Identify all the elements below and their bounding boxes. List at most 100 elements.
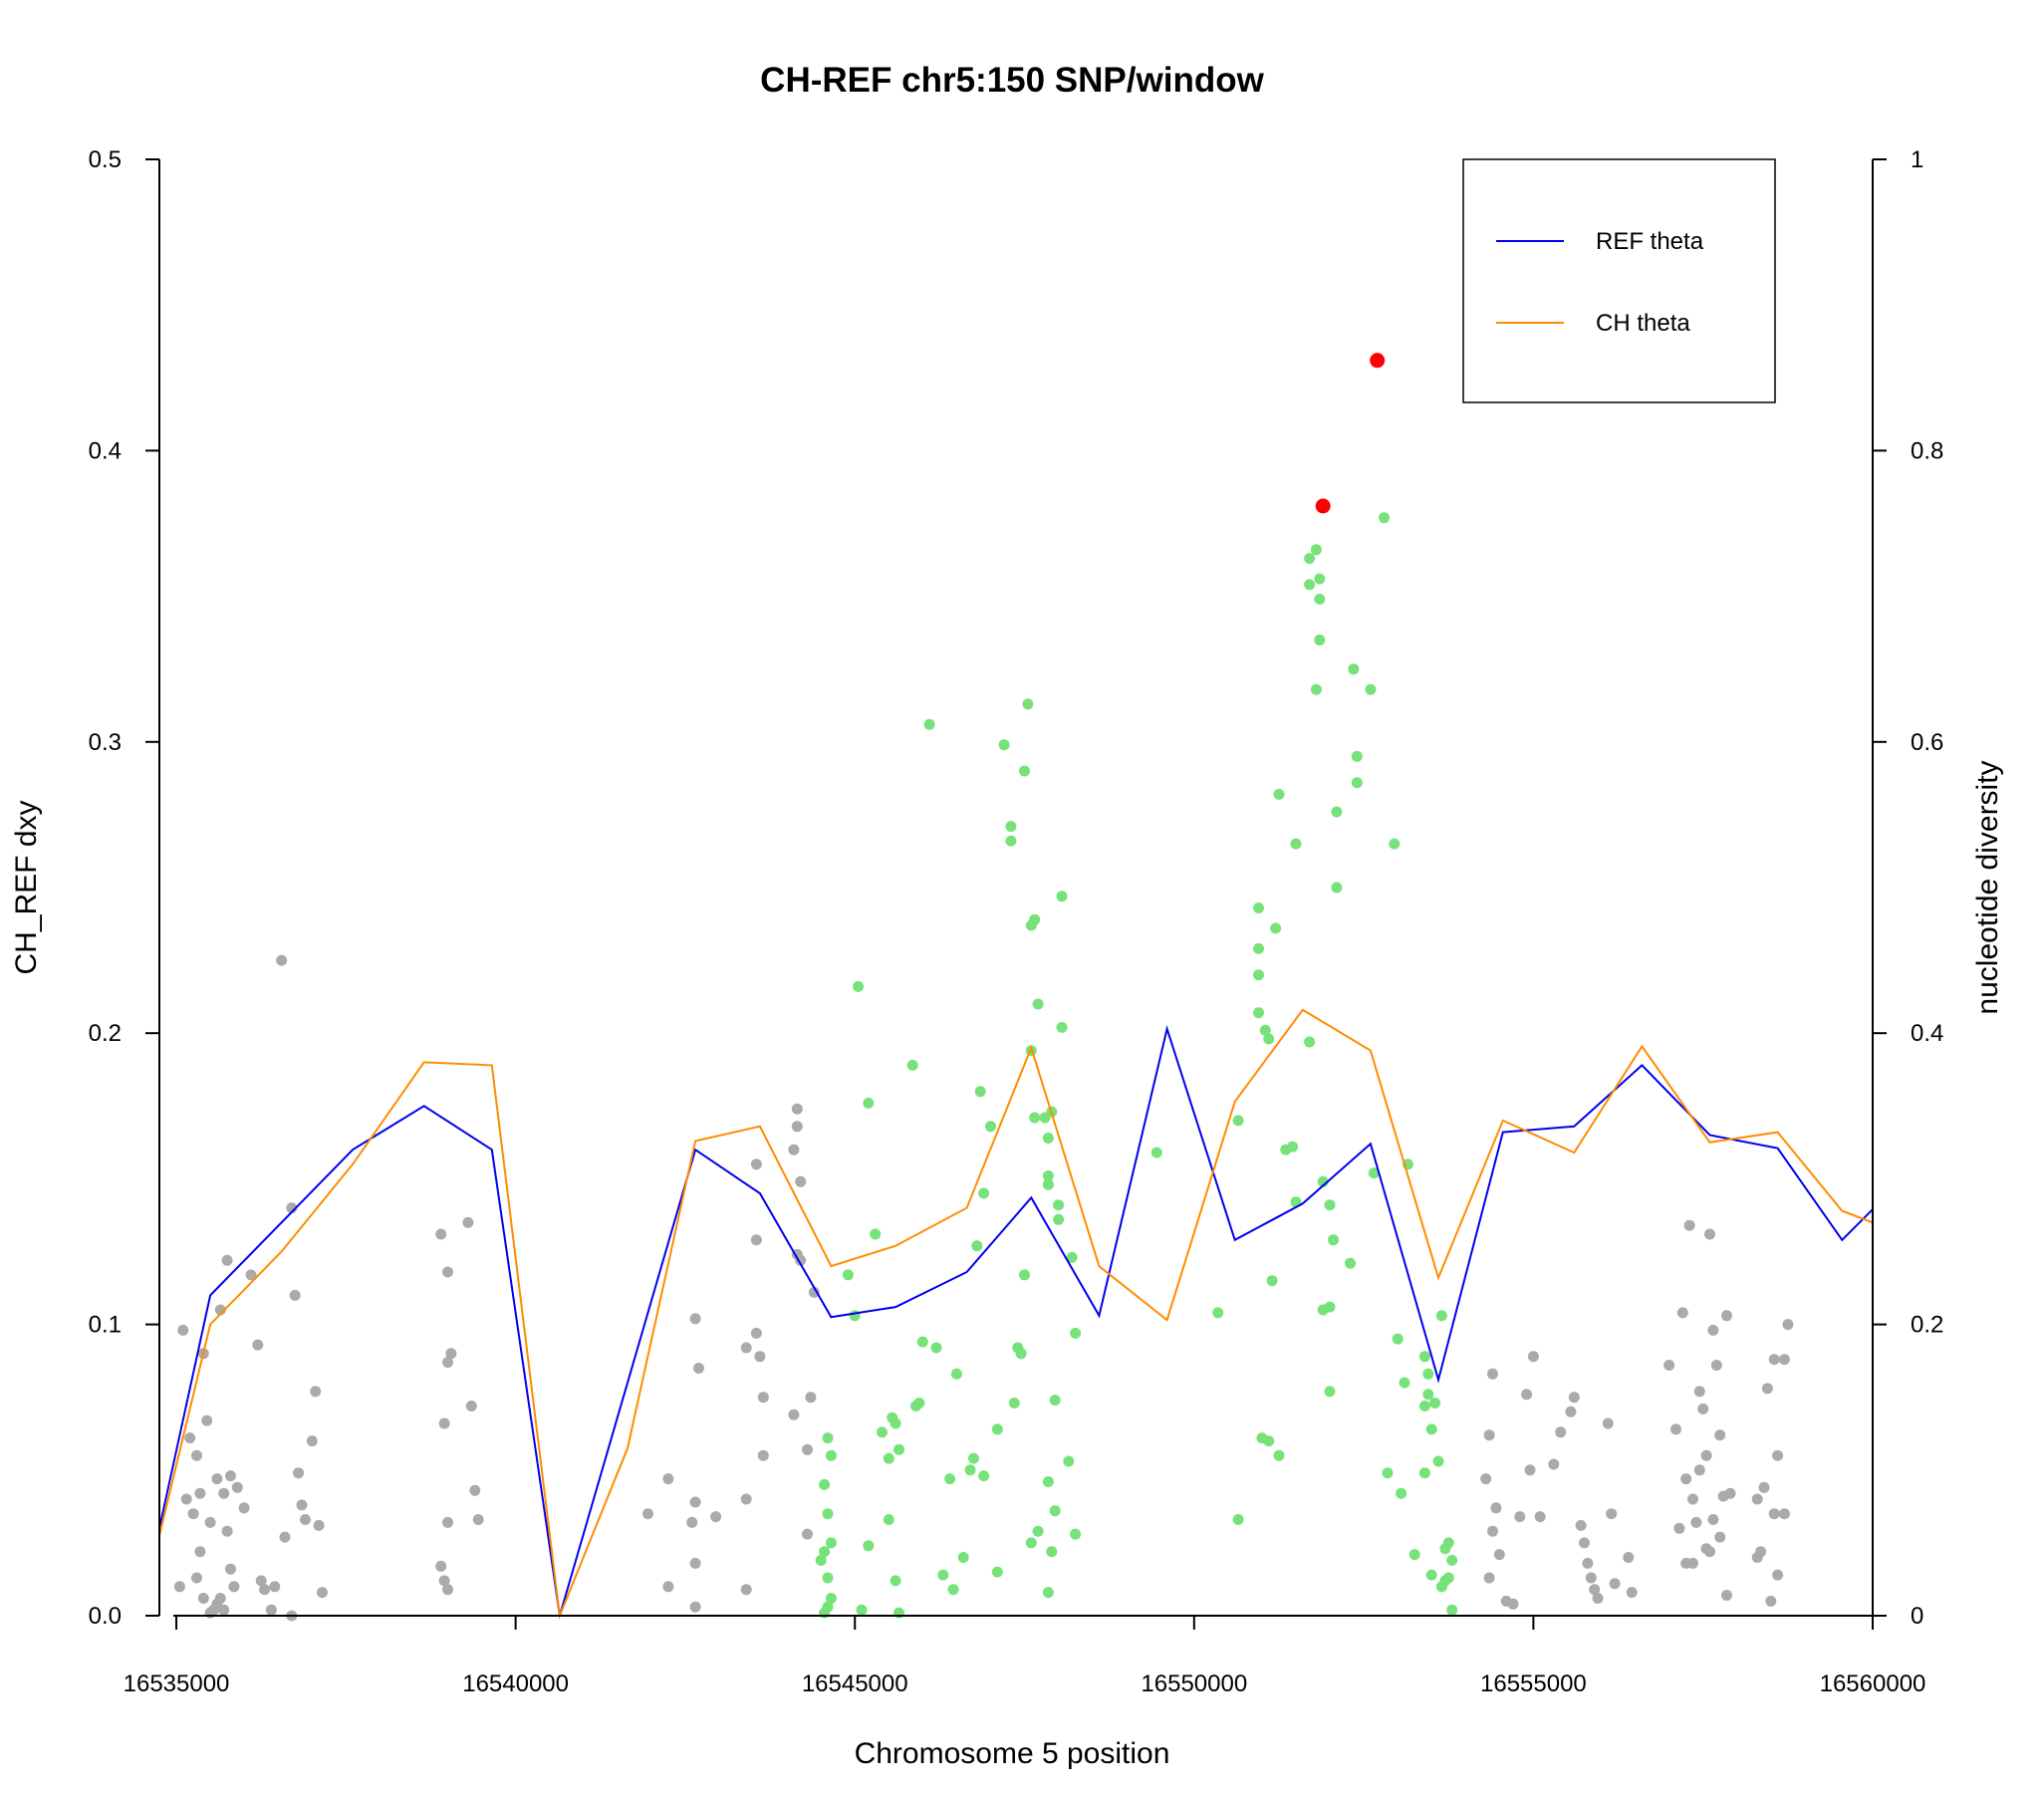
- y-axis-right: 0 0.2 0.4 0.6 0.8 1 nucleotide diversity: [1872, 146, 2004, 1630]
- snp-point-background: [1772, 1449, 1784, 1461]
- snp-point-background: [1768, 1354, 1780, 1366]
- snp-point-background: [191, 1449, 202, 1461]
- snp-point-background: [218, 1604, 230, 1616]
- snp-point-background: [445, 1348, 457, 1360]
- snp-point-elevated: [1432, 1455, 1444, 1467]
- snp-point-elevated: [1425, 1569, 1437, 1581]
- snp-point-background: [1707, 1324, 1719, 1336]
- snp-point-elevated: [1019, 765, 1030, 777]
- snp-point-background: [1565, 1406, 1577, 1417]
- snp-point-elevated: [1324, 1386, 1336, 1398]
- snp-point-background: [225, 1470, 236, 1482]
- y-axis-right-ticks: 0 0.2 0.4 0.6 0.8 1: [1873, 146, 1943, 1630]
- snp-point-elevated: [1015, 1348, 1027, 1360]
- snp-point-elevated: [822, 1432, 834, 1444]
- snp-point-background: [221, 1525, 233, 1537]
- legend-label-ch-theta: CH theta: [1596, 310, 1690, 337]
- snp-point-elevated: [894, 1443, 904, 1455]
- snp-point-background: [1483, 1429, 1495, 1441]
- snp-point-elevated: [1365, 683, 1377, 695]
- snp-point-elevated: [883, 1514, 894, 1525]
- x-tick-label: 16555000: [1480, 1670, 1587, 1697]
- snp-point-elevated: [1263, 1033, 1275, 1045]
- snp-point-background: [1707, 1514, 1719, 1525]
- snp-point-elevated: [1056, 891, 1068, 902]
- snp-point-elevated: [1049, 1395, 1061, 1407]
- snp-point-elevated: [1066, 1251, 1078, 1263]
- x-tick-label: 16540000: [462, 1670, 569, 1697]
- snp-point-background: [757, 1449, 769, 1461]
- snp-point-elevated: [1042, 1133, 1054, 1144]
- snp-point-elevated: [913, 1398, 925, 1409]
- snp-point-background: [788, 1144, 800, 1155]
- snp-point-elevated: [819, 1478, 831, 1490]
- snp-point-background: [1710, 1360, 1722, 1371]
- snp-point-background: [1778, 1508, 1790, 1520]
- snp-point-elevated: [1056, 1021, 1068, 1033]
- y-axis-left-ticks: 0.0 0.1 0.2 0.3 0.4 0.5: [89, 146, 159, 1630]
- snp-point-background: [177, 1324, 189, 1336]
- x-tick-label: 16560000: [1820, 1670, 1926, 1697]
- snp-point-elevated: [863, 1540, 875, 1552]
- snp-point-background: [1623, 1552, 1635, 1563]
- snp-point-elevated: [1435, 1310, 1447, 1322]
- snp-point-elevated: [1232, 1514, 1244, 1525]
- snp-point-background: [293, 1467, 305, 1479]
- snp-point-elevated: [1418, 1351, 1430, 1363]
- y-axis-left: 0.0 0.1 0.2 0.3 0.4 0.5 CH_REF dxy: [10, 146, 160, 1630]
- y-right-tick-label: 0: [1911, 1603, 1923, 1630]
- snp-point-elevated: [1029, 913, 1041, 925]
- snp-point-background: [279, 1531, 291, 1543]
- snp-point-background: [1751, 1493, 1763, 1505]
- snp-point-elevated: [937, 1569, 949, 1581]
- x-tick-label: 16550000: [1141, 1670, 1247, 1697]
- snp-point-background: [265, 1604, 277, 1616]
- snp-point-elevated: [842, 1269, 854, 1281]
- snp-point-background: [1527, 1351, 1539, 1363]
- snp-point-elevated: [883, 1452, 894, 1464]
- snp-point-background: [462, 1216, 474, 1228]
- snp-point-background: [184, 1432, 196, 1444]
- snp-point-elevated: [1232, 1115, 1244, 1127]
- snp-point-background: [191, 1572, 202, 1584]
- snp-point-background: [1521, 1389, 1533, 1401]
- snp-point-background: [1693, 1464, 1705, 1476]
- snp-point-background: [740, 1584, 752, 1596]
- snp-point-elevated: [870, 1228, 882, 1240]
- snp-point-background: [218, 1487, 230, 1499]
- snp-point-background: [442, 1584, 453, 1596]
- snp-point-elevated: [1382, 1467, 1394, 1479]
- snp-point-elevated: [1053, 1213, 1065, 1225]
- snp-point-background: [1704, 1228, 1715, 1240]
- snp-point-background: [1751, 1552, 1763, 1563]
- snp-point-background: [313, 1519, 325, 1531]
- snp-point-background: [1676, 1307, 1688, 1319]
- snp-point-background: [662, 1473, 674, 1485]
- snp-point-background: [1589, 1584, 1601, 1596]
- snp-point-elevated: [822, 1572, 834, 1584]
- snp-point-background: [1700, 1449, 1712, 1461]
- y-right-tick-label: 0.2: [1911, 1312, 1943, 1339]
- snp-point-background: [750, 1327, 762, 1339]
- snp-point-elevated: [1032, 998, 1044, 1010]
- snp-point-background: [1592, 1593, 1604, 1604]
- snp-point-background: [802, 1443, 813, 1455]
- snp-point-elevated: [1389, 838, 1401, 850]
- snp-point-background: [1687, 1493, 1698, 1505]
- snp-point-elevated: [1331, 806, 1343, 818]
- snp-point-background: [791, 1103, 803, 1115]
- snp-point-elevated: [853, 980, 865, 992]
- snp-point-elevated: [1418, 1467, 1430, 1479]
- snp-point-elevated: [1070, 1528, 1082, 1540]
- snp-point-elevated: [1304, 553, 1316, 565]
- snp-point-elevated: [906, 1059, 918, 1071]
- snp-point-background: [310, 1386, 322, 1398]
- snp-point-background: [442, 1266, 453, 1278]
- x-axis-ticks: 16535000 16540000 16545000 16550000 16555000…: [124, 1616, 1926, 1697]
- y-tick-label: 0.5: [89, 146, 122, 173]
- snp-point-background: [442, 1357, 453, 1369]
- snp-point-background: [1782, 1319, 1794, 1331]
- snp-point-elevated: [1063, 1455, 1075, 1467]
- snp-point-elevated: [1042, 1587, 1054, 1599]
- snp-point-elevated: [1270, 922, 1282, 934]
